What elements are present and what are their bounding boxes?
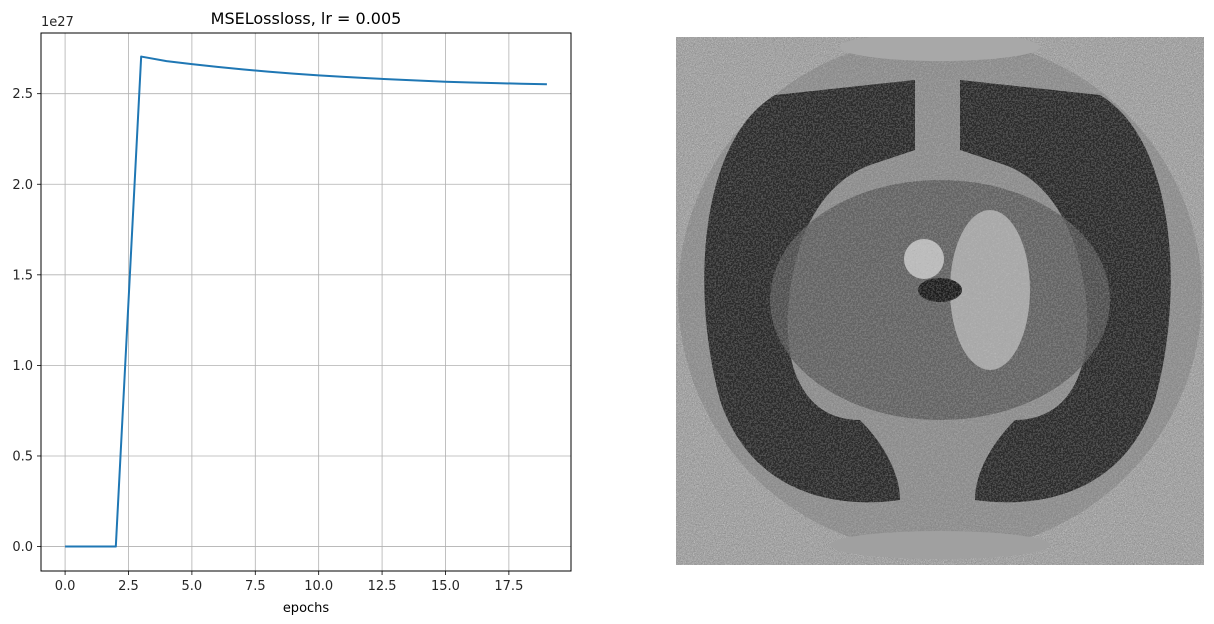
- y-tick-label: 2.0: [12, 178, 33, 193]
- y-axis-ticks: 0.0 0.5 1.0 1.5 2.0 2.5: [12, 87, 41, 555]
- x-tick-label: 5.0: [182, 579, 203, 594]
- y-tick-label: 0.5: [12, 449, 33, 464]
- chart-title: MSELossloss, lr = 0.005: [211, 9, 402, 28]
- x-tick-label: 10.0: [304, 579, 333, 594]
- x-axis-ticks: 0.0 2.5 5.0 7.5 10.0 12.5 15.0 17.5: [55, 571, 523, 594]
- series-layer: [65, 55, 547, 548]
- y-tick-label: 1.0: [12, 359, 33, 374]
- x-tick-label: 12.5: [368, 579, 397, 594]
- x-tick-label: 17.5: [494, 579, 523, 594]
- loss-series-line: [65, 55, 547, 548]
- x-axis-label: epochs: [283, 601, 330, 616]
- y-offset-label: 1e27: [41, 15, 74, 30]
- y-tick-label: 0.0: [12, 540, 33, 555]
- axes-frame: [40, 32, 572, 572]
- y-tick-label: 1.5: [12, 268, 33, 283]
- ct-top-band: [840, 37, 1040, 61]
- x-tick-label: 15.0: [431, 579, 460, 594]
- ct-scan-image: [676, 37, 1204, 565]
- ct-speckle: [676, 37, 1204, 565]
- grid-lines: [41, 33, 571, 571]
- x-tick-label: 0.0: [55, 579, 76, 594]
- ct-bottom-band: [830, 531, 1050, 559]
- chart-axes: 0.0 2.5 5.0 7.5 10.0 12.5 15.0 17.5 0.0 0.5 1.0 1.…: [12, 32, 572, 594]
- x-tick-label: 2.5: [118, 579, 139, 594]
- y-tick-label: 2.5: [12, 87, 33, 102]
- x-tick-label: 7.5: [245, 579, 266, 594]
